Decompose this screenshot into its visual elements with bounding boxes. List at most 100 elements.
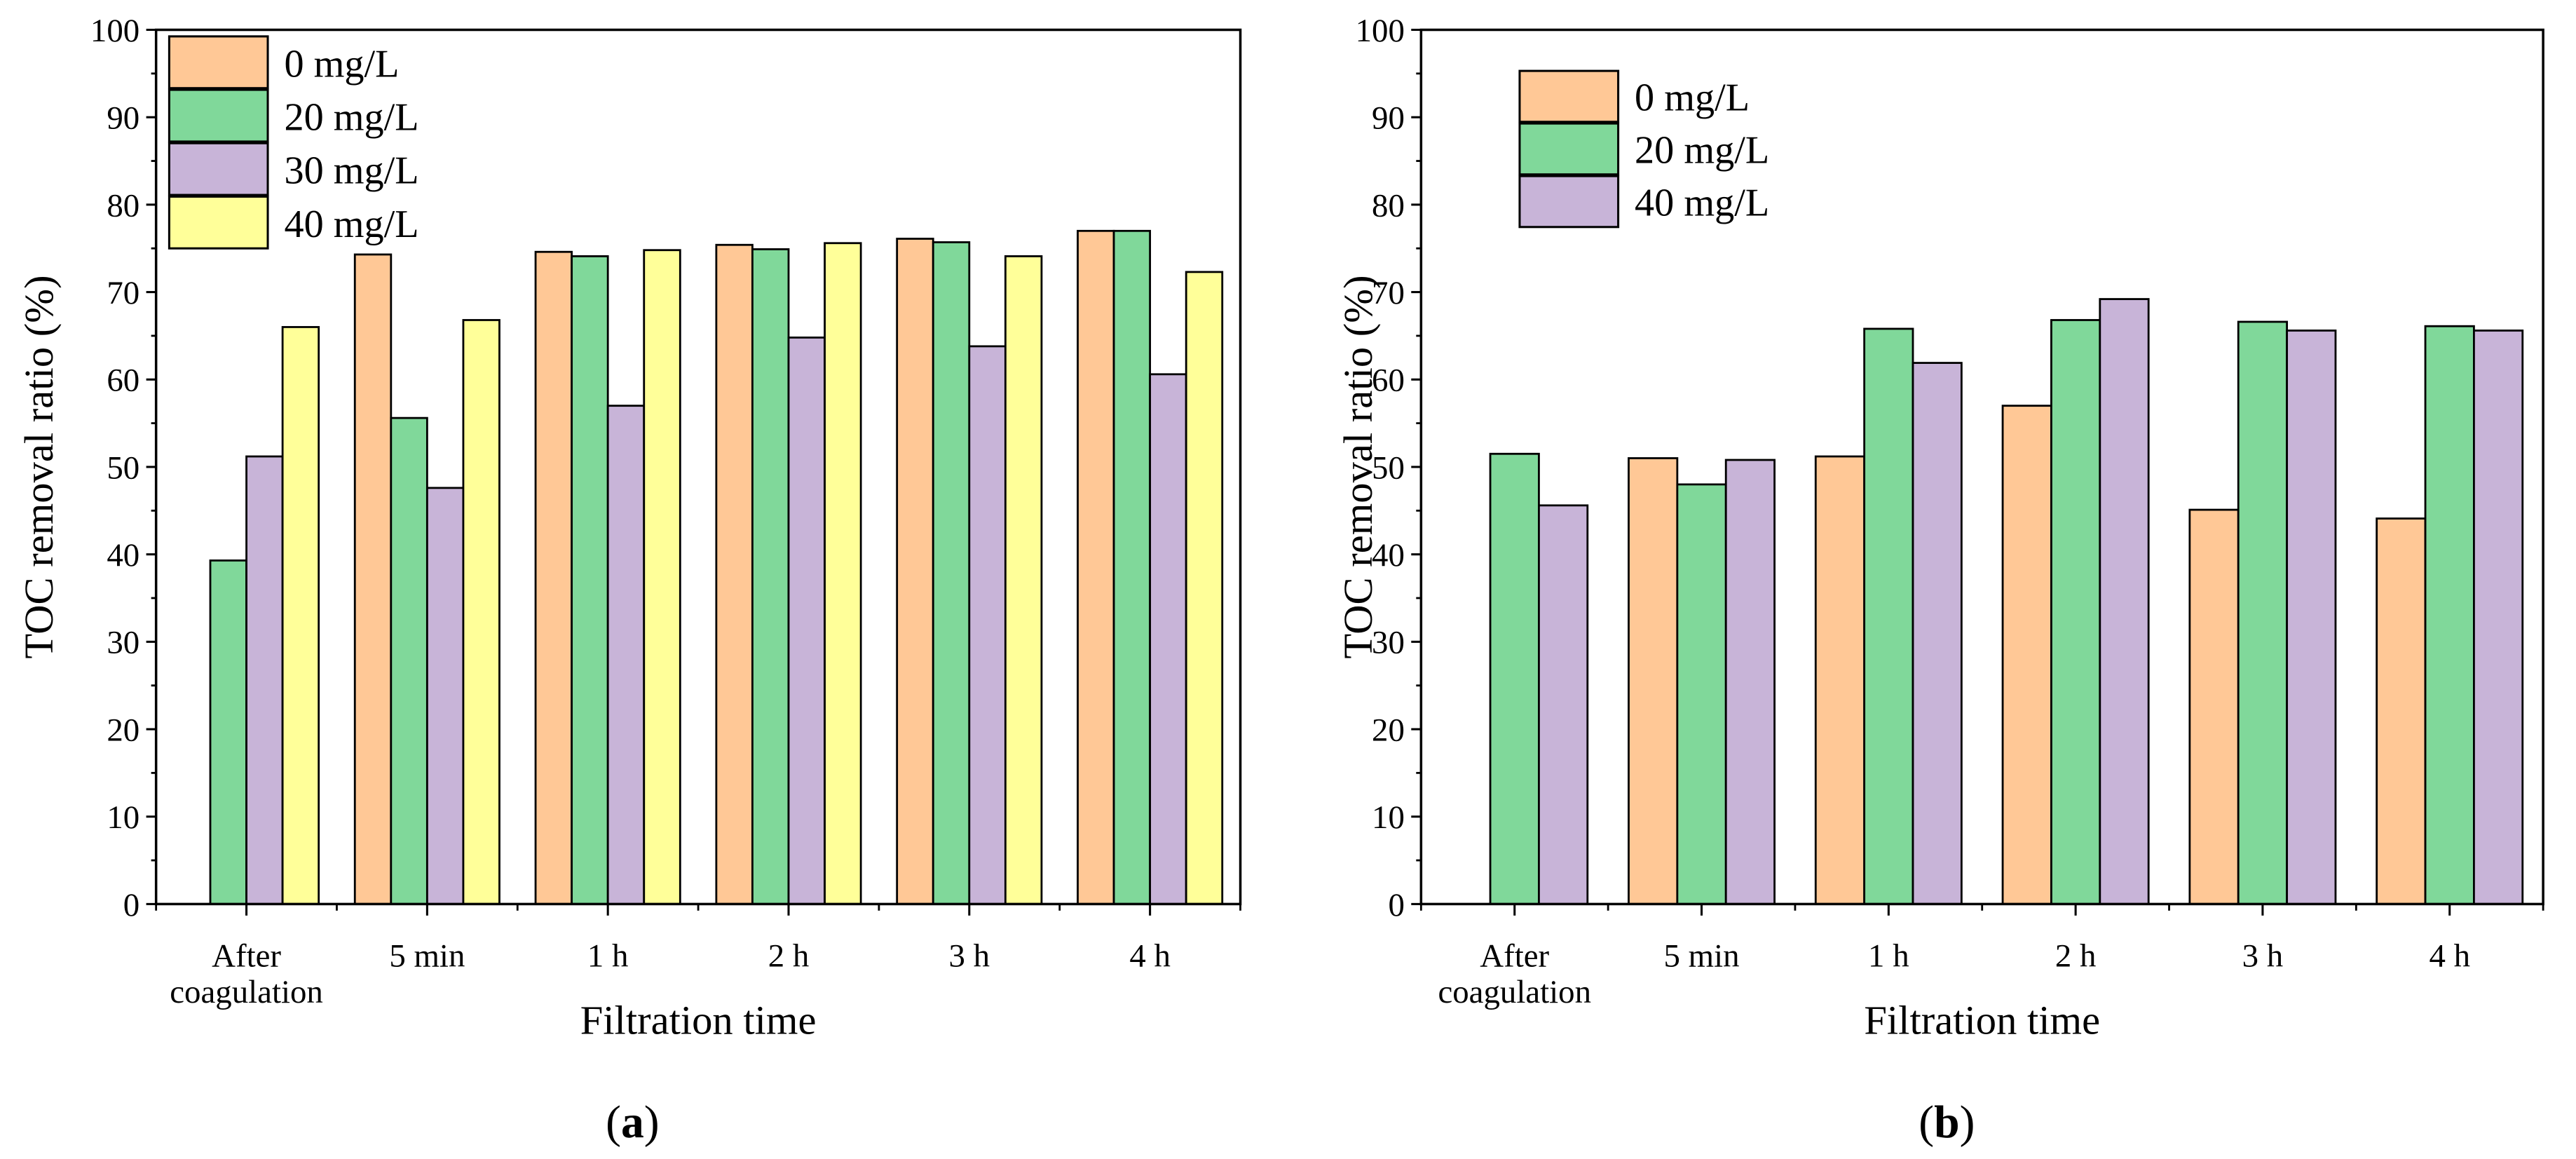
y-tick-label: 40	[107, 537, 139, 574]
legend-label: 20 mg/L	[1635, 128, 1769, 172]
legend-swatch	[168, 195, 269, 250]
x-tick-label: 4 h	[1129, 937, 1171, 974]
x-tick-label: 1 h	[1868, 937, 1909, 974]
x-tick-label: 2 h	[2055, 937, 2097, 974]
bar-20-mg-l	[1863, 327, 1914, 905]
y-tick-label: 20	[1372, 712, 1405, 748]
y-tick-label: 60	[107, 362, 139, 399]
legend-swatch	[1518, 122, 1620, 176]
bar-0-mg-l	[896, 238, 934, 905]
x-tick-label: coagulation	[1438, 974, 1591, 1010]
bar-20-mg-l	[932, 241, 971, 905]
y-tick-label: 0	[123, 887, 139, 923]
legend-swatch	[1518, 69, 1620, 123]
y-tick-label: 10	[1372, 799, 1405, 836]
legend-label: 0 mg/L	[284, 42, 399, 86]
bar-40-mg-l	[2286, 330, 2337, 905]
x-tick-label: 5 min	[1664, 937, 1740, 974]
y-tick-label: 50	[1372, 449, 1405, 486]
legend-swatch	[168, 88, 269, 143]
bar-0-mg-l	[1628, 457, 1679, 905]
bar-0-mg-l	[1814, 455, 1866, 905]
bar-20-mg-l	[1489, 452, 1540, 905]
bar-0-mg-l	[2001, 405, 2052, 905]
panel-letter: a	[621, 1097, 644, 1148]
bar-0-mg-l	[2188, 508, 2240, 905]
bar-20-mg-l	[1112, 229, 1152, 905]
y-tick-label: 70	[1372, 275, 1405, 311]
bar-30-mg-l	[245, 455, 284, 905]
bar-30-mg-l	[606, 405, 646, 905]
bar-0-mg-l	[2376, 517, 2427, 905]
bar-20-mg-l	[2424, 325, 2475, 905]
bar-40-mg-l	[643, 249, 681, 905]
bar-20-mg-l	[2050, 319, 2101, 905]
x-tick-label: coagulation	[170, 974, 323, 1010]
bar-40-mg-l	[2473, 330, 2524, 905]
y-axis-title: TOC removal ratio (%)	[1335, 275, 1381, 658]
bar-20-mg-l	[571, 255, 609, 905]
x-tick-label: After	[1480, 937, 1549, 974]
bar-0-mg-l	[534, 250, 573, 905]
bar-40-mg-l	[1538, 504, 1589, 905]
bar-40-mg-l	[281, 326, 320, 905]
y-tick-label: 40	[1372, 537, 1405, 574]
y-tick-label: 10	[107, 799, 139, 836]
bar-40-mg-l	[1185, 271, 1224, 905]
x-axis-title: Filtration time	[1864, 998, 2100, 1043]
y-tick-label: 0	[1388, 887, 1404, 923]
x-tick-label: After	[212, 937, 281, 974]
bar-20-mg-l	[209, 559, 247, 905]
panel-label: (a)	[606, 1097, 660, 1148]
y-tick-label: 50	[107, 449, 139, 486]
bar-40-mg-l	[2099, 298, 2150, 905]
legend-label: 40 mg/L	[284, 203, 418, 246]
x-tick-label: 3 h	[2242, 937, 2284, 974]
bar-20-mg-l	[2237, 320, 2289, 905]
bar-30-mg-l	[787, 337, 826, 905]
y-tick-label: 70	[107, 275, 139, 311]
legend-swatch	[1518, 175, 1620, 229]
bar-20-mg-l	[1676, 483, 1727, 905]
x-tick-label: 1 h	[587, 937, 629, 974]
y-axis-title: TOC removal ratio (%)	[16, 275, 62, 658]
x-tick-label: 5 min	[389, 937, 465, 974]
bar-20-mg-l	[751, 248, 790, 905]
y-tick-label: 90	[1372, 100, 1405, 137]
bar-40-mg-l	[1724, 459, 1776, 905]
y-tick-label: 100	[1356, 13, 1405, 49]
y-tick-label: 100	[90, 13, 139, 49]
bar-0-mg-l	[715, 243, 754, 905]
bar-20-mg-l	[390, 416, 428, 905]
legend-label: 30 mg/L	[284, 149, 418, 193]
legend-label: 0 mg/L	[1635, 76, 1750, 119]
bar-30-mg-l	[968, 345, 1007, 905]
legend-swatch	[168, 35, 269, 90]
bar-30-mg-l	[1149, 373, 1187, 905]
bar-0-mg-l	[1077, 229, 1115, 905]
x-tick-label: 2 h	[768, 937, 810, 974]
y-tick-label: 80	[1372, 187, 1405, 224]
y-tick-label: 30	[107, 625, 139, 661]
legend-label: 40 mg/L	[1635, 181, 1769, 224]
panel-letter: b	[1934, 1097, 1960, 1148]
y-tick-label: 60	[1372, 362, 1405, 399]
bar-40-mg-l	[824, 242, 862, 905]
x-tick-label: 4 h	[2429, 937, 2470, 974]
panel-label: (b)	[1919, 1097, 1975, 1148]
y-tick-label: 20	[107, 712, 139, 748]
legend-label: 20 mg/L	[284, 95, 418, 139]
bar-0-mg-l	[353, 253, 393, 905]
x-axis-title: Filtration time	[580, 998, 817, 1043]
bar-40-mg-l	[1004, 255, 1043, 905]
x-tick-label: 3 h	[949, 937, 990, 974]
y-tick-label: 80	[107, 187, 139, 224]
y-tick-label: 30	[1372, 625, 1405, 661]
bar-30-mg-l	[425, 487, 465, 905]
bar-40-mg-l	[1911, 362, 1963, 905]
bar-40-mg-l	[462, 319, 500, 905]
legend-swatch	[168, 142, 269, 196]
